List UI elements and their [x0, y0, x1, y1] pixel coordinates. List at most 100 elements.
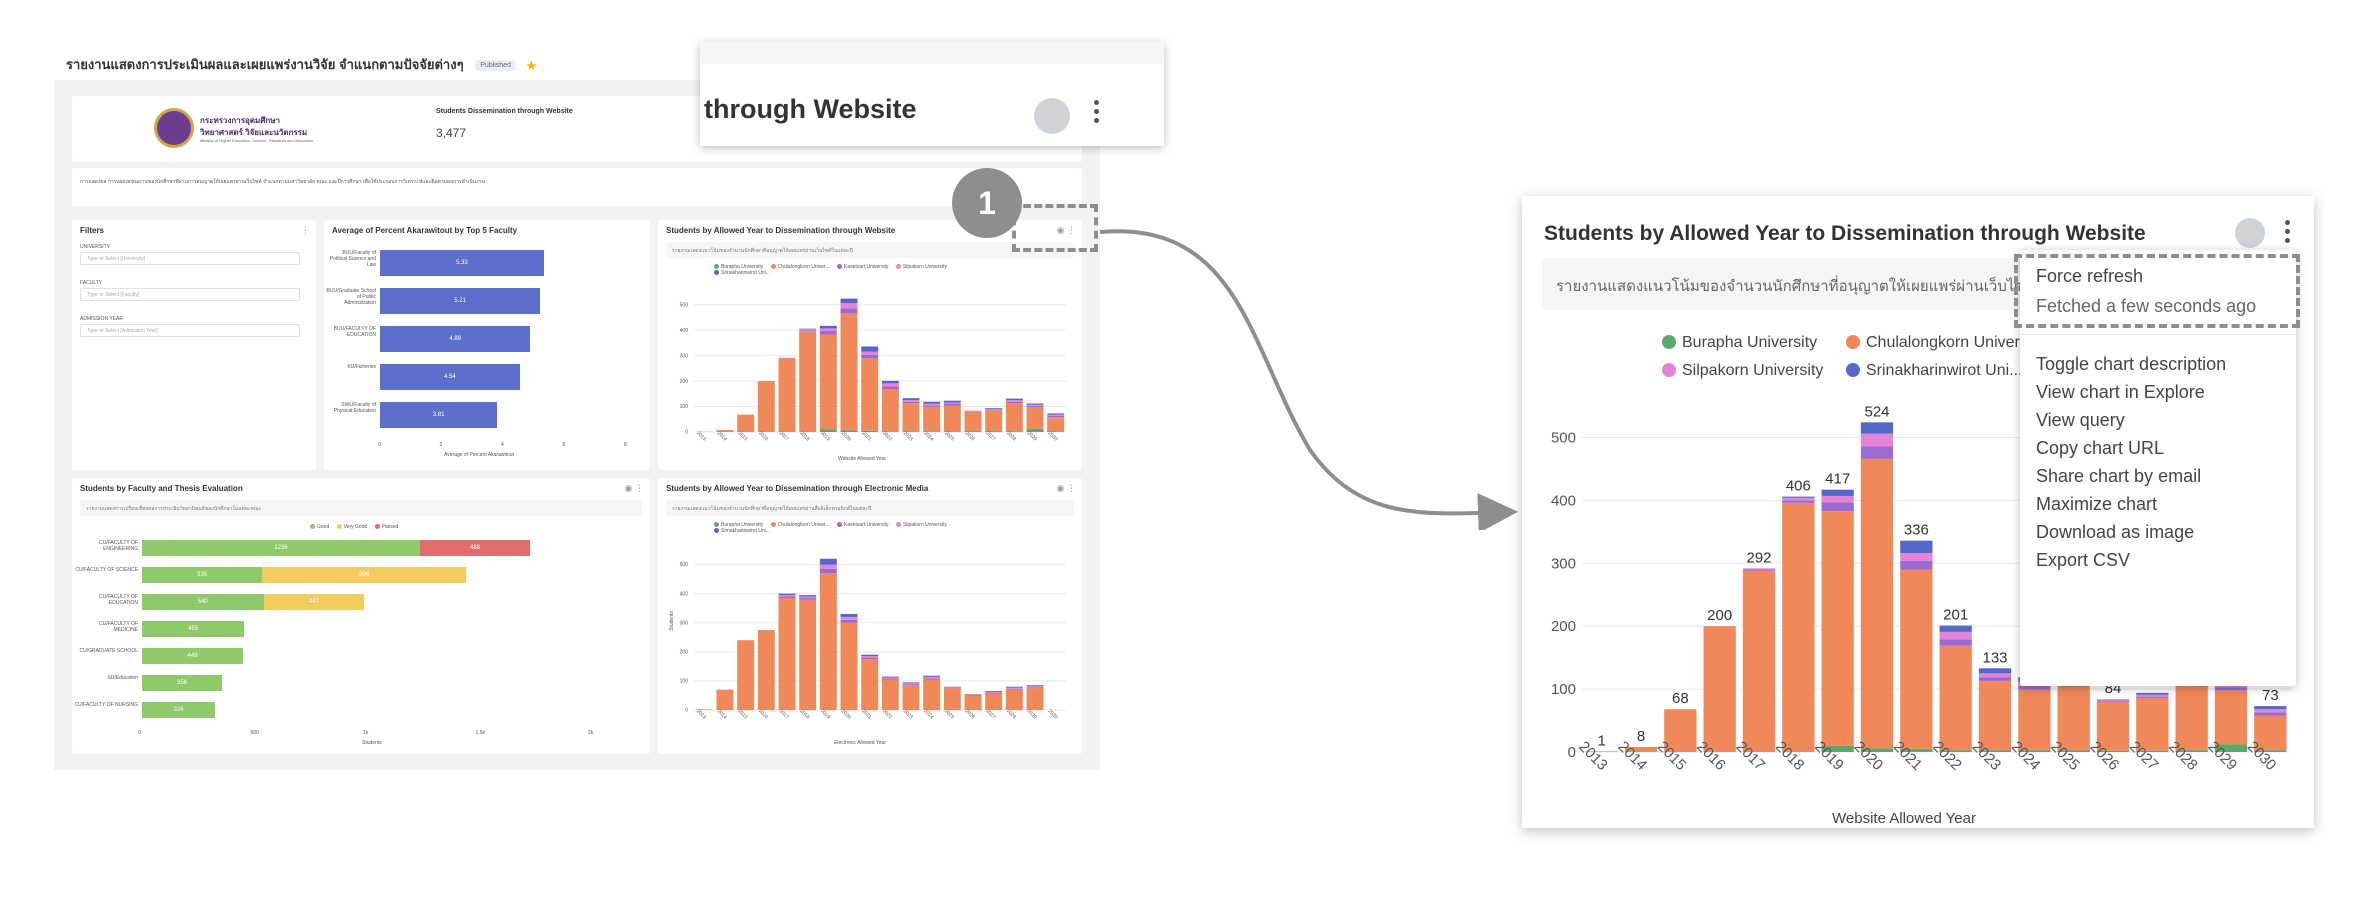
faculty-bar-label: BUU/Faculty of Political Science and Law [329, 250, 376, 268]
bar-segment [1900, 540, 1933, 554]
bar-segment [1978, 677, 2012, 681]
connector-arrow [1099, 229, 1518, 530]
star-icon[interactable]: ★ [525, 57, 538, 73]
bar-segment [716, 689, 734, 710]
data-label: 1 [1597, 732, 1605, 749]
bar-segment [923, 675, 941, 677]
bar-segment [923, 406, 941, 432]
legend-media-4: Srinakharinwirot Uni... [721, 528, 770, 534]
data-label: 524 [1864, 403, 1889, 420]
intro-card: การแสดงผล การเผยแพร่ผลงานของนักศึกษาที่ผ… [72, 168, 1082, 206]
bar-segment [1005, 400, 1023, 402]
thesis-chart-description: รายงานแสดงการเปรียบเทียบผลการประเมินวิทย… [80, 500, 642, 516]
bar-segment [1005, 401, 1023, 404]
legend-silpakorn[interactable]: Silpakorn University [1662, 362, 1823, 380]
bar-segment [1005, 686, 1023, 688]
bar-segment [902, 683, 920, 685]
bar-segment [1900, 748, 1933, 752]
logo-line1: กระทรวงการอุดมศึกษา [200, 116, 280, 125]
data-label: 201 [1943, 607, 1968, 624]
bar-segment [985, 694, 1003, 710]
data-label: 133 [1982, 649, 2007, 666]
kebab-menu-icon[interactable] [1094, 100, 1100, 127]
panel-kebab-icon[interactable] [2285, 220, 2291, 247]
faculty-bar: 5.21 [380, 288, 541, 314]
legend-chulalongkorn[interactable]: Chulalongkorn Univer... [1846, 334, 2032, 352]
bar-segment [2136, 692, 2169, 695]
bar-segment [985, 693, 1003, 694]
export-csv-item[interactable]: Export CSV [2036, 550, 2131, 570]
share-by-email-item[interactable]: Share chart by email [2036, 466, 2202, 486]
thesis-bar-segment: 535 [142, 567, 263, 583]
legend-srinakharinwirot[interactable]: Srinakharinwirot Uni... [1846, 362, 2023, 380]
filter-icon[interactable] [1034, 98, 1070, 134]
bar-segment [2254, 715, 2287, 751]
bar-segment [1821, 502, 1854, 512]
bar-segment [819, 328, 837, 331]
thesis-row-label: CU/GRADUATE SCHOOL [79, 648, 138, 654]
bar-segment [1978, 750, 2012, 752]
data-label: 68 [1672, 690, 1689, 707]
thesis-chart-legend: Good Very Good Passed [304, 524, 398, 530]
menu-divider [2020, 334, 2296, 335]
highlight-box-kebab [1012, 204, 1098, 252]
thesis-row-label: CU/FACULTY OF SCIENCE [75, 567, 138, 573]
thesis-chart-title: Students by Faculty and Thesis Evaluatio… [80, 484, 243, 493]
thesis-x-tick: 1k [363, 730, 369, 736]
legend-media-1: Chulalongkorn Univer... [777, 522, 830, 528]
faculty-bar: 5.33 [380, 250, 544, 276]
bar-segment [778, 598, 796, 710]
published-badge: Published [475, 60, 516, 72]
copy-chart-url-item[interactable]: Copy chart URL [2036, 438, 2165, 458]
filter-icon[interactable]: ◉ ⋮ [1056, 225, 1076, 235]
bar-segment [2096, 700, 2130, 702]
bar-segment [2096, 699, 2130, 701]
bar-segment [1900, 553, 1933, 561]
force-refresh-item[interactable]: Force refresh [2036, 266, 2144, 286]
bar-segment [819, 330, 837, 335]
view-in-explore-item[interactable]: View chart in Explore [2036, 382, 2205, 402]
bar-segment [1026, 428, 1044, 432]
maximize-chart-item[interactable]: Maximize chart [2036, 494, 2158, 514]
toggle-description-item[interactable]: Toggle chart description [2036, 354, 2227, 374]
bar-segment [1939, 750, 1972, 752]
bar-segment [943, 402, 961, 404]
thesis-bar-segment: 449 [142, 648, 244, 664]
bar-segment [737, 640, 755, 710]
thesis-filter-icon[interactable]: ◉ ⋮ [624, 483, 644, 493]
data-label: 200 [1707, 607, 1732, 624]
view-query-item[interactable]: View query [2036, 410, 2125, 430]
bar-segment [881, 388, 899, 432]
bar-segment [1005, 689, 1023, 710]
faculty-x-tick: 8 [624, 442, 627, 448]
bar-segment [985, 410, 1003, 432]
bar-segment [840, 622, 858, 710]
bar-segment [840, 619, 858, 623]
bar-segment [1047, 413, 1065, 415]
legend-burapha[interactable]: Burapha University [1662, 334, 1817, 352]
legend-small-2: Kasetsart University [844, 264, 889, 270]
admission-year-filter-input[interactable]: Type or Select [Admission Year] [80, 324, 300, 337]
bar-segment [716, 429, 734, 432]
media-filter-icon[interactable]: ◉ ⋮ [1056, 483, 1076, 493]
zoom-panel-xlabel: Website Allowed Year [1832, 810, 1976, 827]
panel-filter-icon[interactable] [2235, 218, 2265, 248]
bar-segment [985, 431, 1003, 432]
legend-very-good: Very Good [343, 524, 368, 530]
bar-segment [881, 679, 899, 710]
y-tick-label: 100 [1551, 681, 1576, 698]
filters-card: Filters ⋮ UNIVERSITY Type or Select [Uni… [72, 220, 316, 470]
download-image-item[interactable]: Download as image [2036, 522, 2195, 542]
bar-segment [840, 614, 858, 617]
kebab-icon[interactable]: ⋮ [301, 225, 310, 235]
faculty-bar-label: BUU/FACULTY OF EDUCATION [333, 326, 376, 338]
bar-segment [819, 325, 837, 329]
bar-segment [1005, 431, 1023, 432]
bar-segment [1821, 495, 1854, 503]
university-filter-input[interactable]: Type or Select [University] [80, 252, 300, 265]
bar-segment [757, 630, 775, 710]
highlight-box-refresh [2014, 254, 2300, 328]
faculty-bar: 3.81 [380, 402, 498, 428]
bar-segment [943, 404, 961, 406]
faculty-filter-input[interactable]: Type or Select [Faculty] [80, 288, 300, 301]
